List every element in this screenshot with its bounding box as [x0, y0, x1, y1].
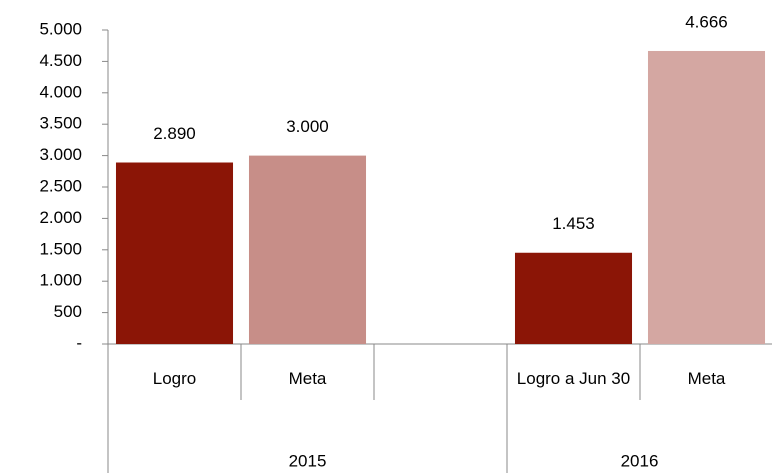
group-label: 2016 [621, 451, 659, 470]
bar [514, 252, 633, 344]
value-label: 1.453 [552, 214, 595, 233]
y-tick-label: 1.000 [39, 271, 82, 290]
x-tick-label: Meta [688, 369, 726, 388]
label-line: Logro a Jun 30 [517, 369, 630, 388]
label-line: Meta [688, 369, 726, 388]
label-line: Meta [289, 369, 327, 388]
y-tick-label: 2.500 [39, 176, 82, 195]
group-label: 2015 [289, 451, 327, 470]
y-tick-label: 3.000 [39, 145, 82, 164]
bar [115, 162, 234, 344]
bar [248, 155, 367, 344]
bar [647, 50, 766, 345]
y-tick-label: 4.000 [39, 82, 82, 101]
y-tick-label: 3.500 [39, 114, 82, 133]
y-tick-label: 2.000 [39, 208, 82, 227]
y-tick-label: 500 [54, 302, 82, 321]
y-tick-label: 5.000 [39, 19, 82, 38]
y-tick-label: - [76, 333, 82, 352]
y-tick-label: 4.500 [39, 51, 82, 70]
x-tick-label: Logro a Jun 30 [517, 369, 630, 388]
value-label: 4.666 [685, 12, 728, 31]
y-tick-label: 1.500 [39, 239, 82, 258]
x-tick-label: Meta [289, 369, 327, 388]
value-label: 2.890 [153, 124, 196, 143]
x-tick-label: Logro [153, 369, 196, 388]
value-label: 3.000 [286, 117, 329, 136]
label-line: Logro [153, 369, 196, 388]
